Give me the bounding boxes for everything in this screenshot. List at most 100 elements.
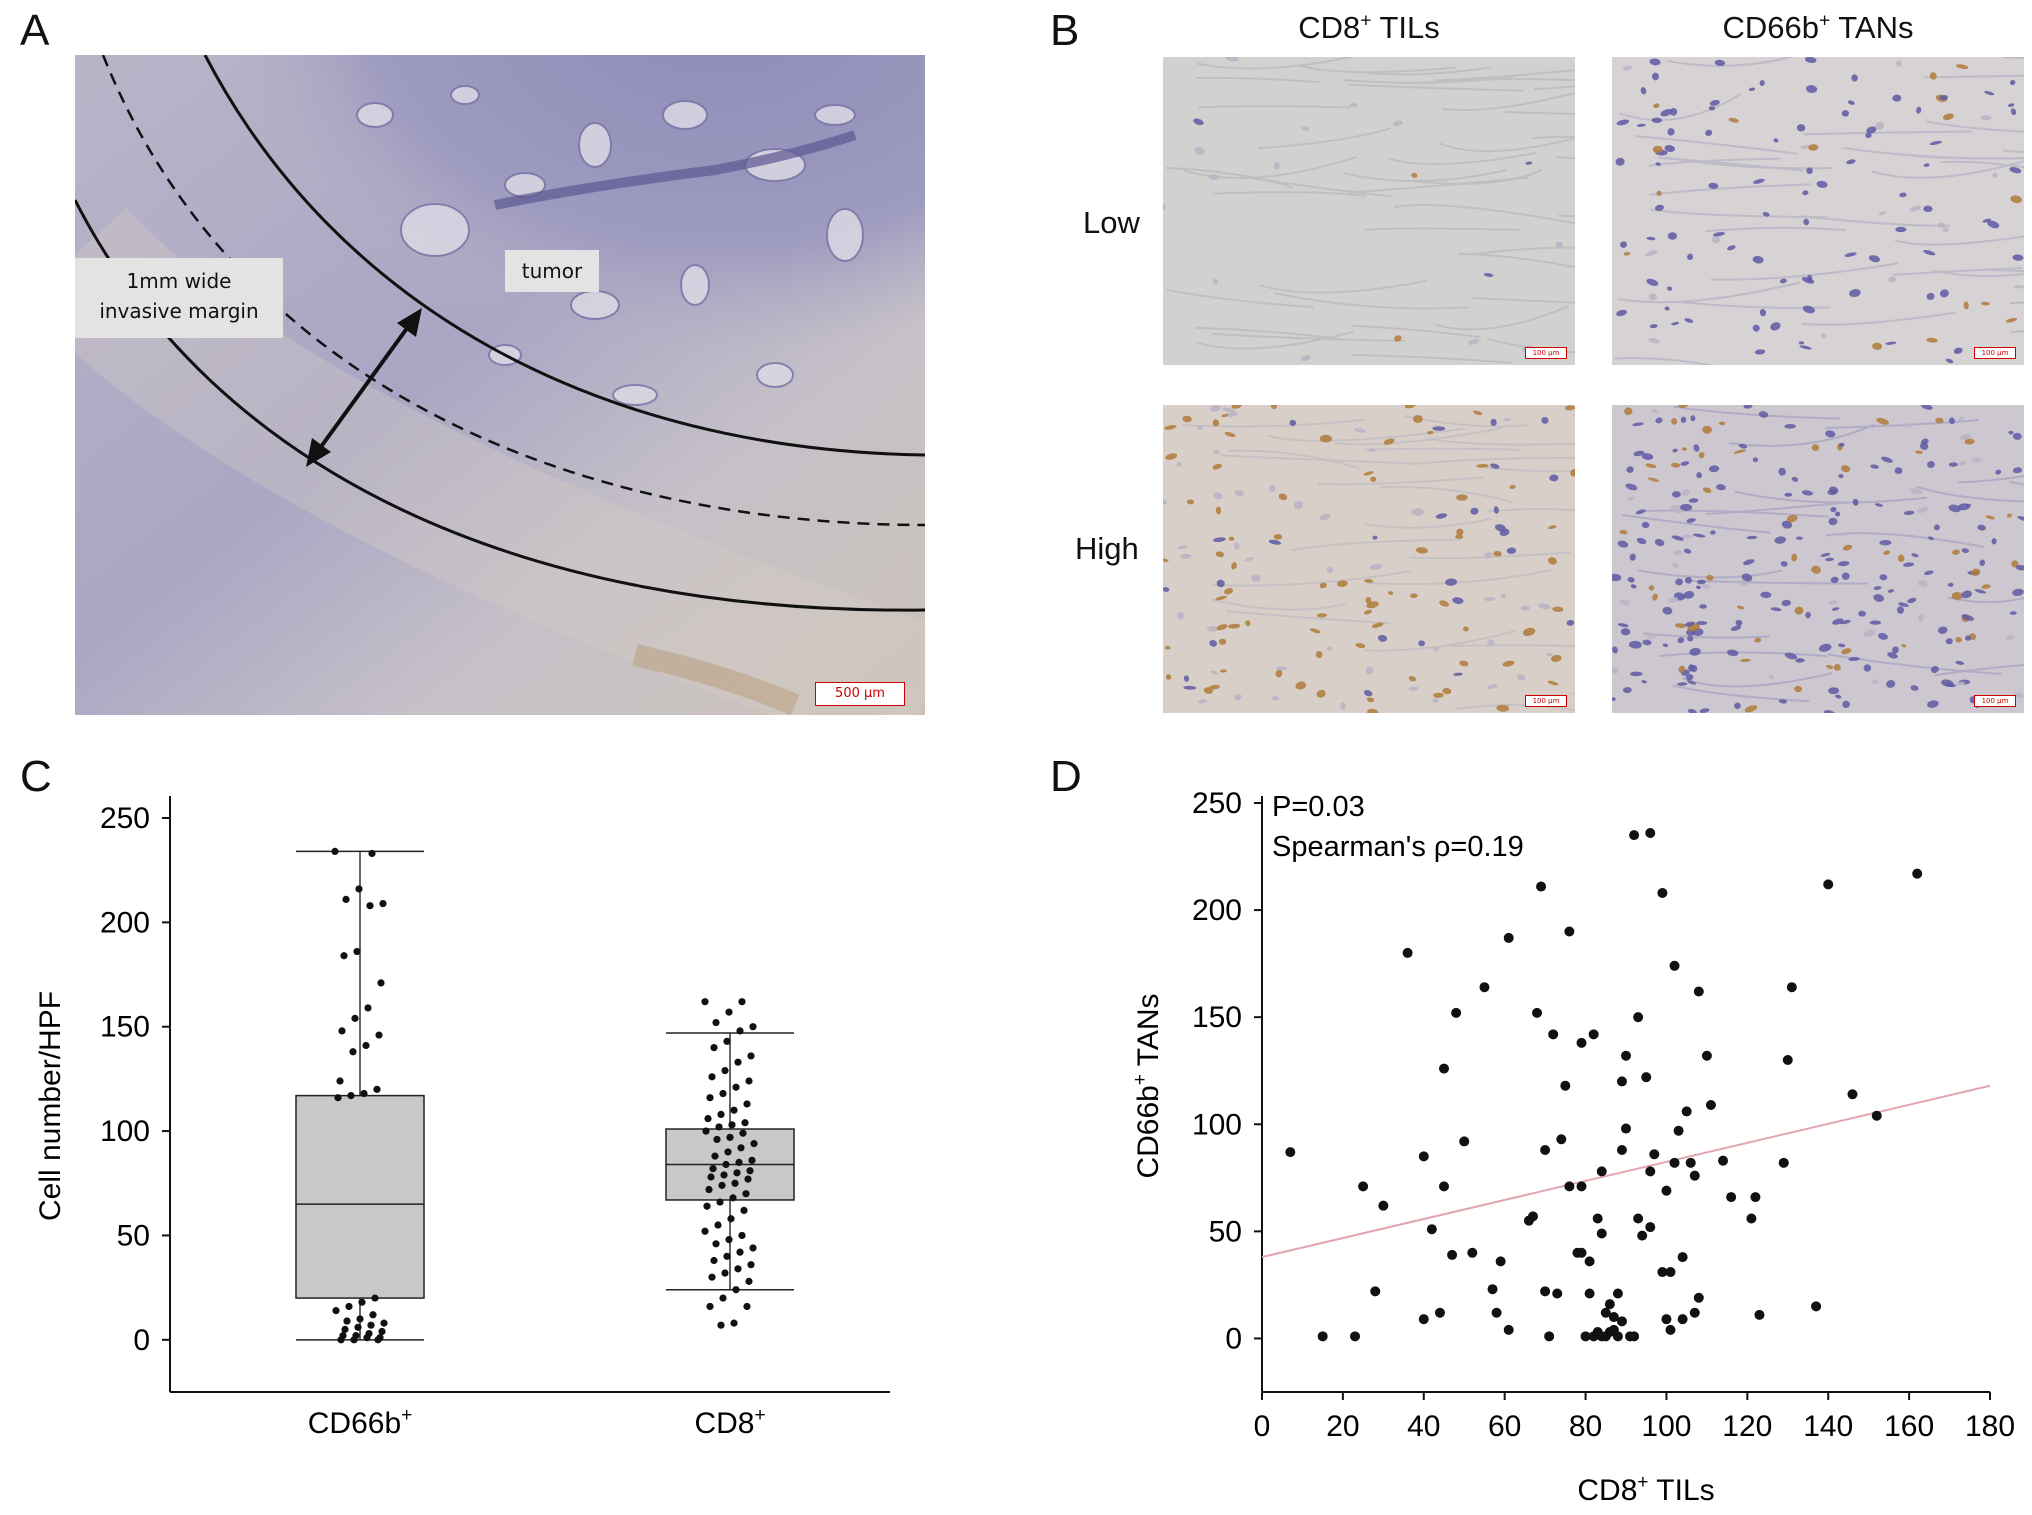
scale-bar-b3: 100 μm: [1525, 695, 1567, 707]
scatter-point: [1350, 1331, 1361, 1342]
row-header-low: Low: [1083, 205, 1140, 240]
boxplot-point: [702, 1127, 710, 1135]
boxplot-point: [746, 1167, 754, 1175]
boxplot-point: [340, 952, 348, 960]
boxplot-point: [727, 1215, 735, 1223]
boxplot-point: [706, 1302, 714, 1311]
boxplot-point: [351, 1014, 359, 1022]
boxplot-point: [719, 1089, 727, 1098]
col-header-cd66b: CD66b+ TANs: [1612, 10, 2024, 46]
boxplot-point: [721, 1066, 729, 1075]
scatter-point: [1689, 1170, 1700, 1181]
boxplot-x-label-cd66b-main: CD66b: [308, 1407, 401, 1440]
boxplot-point: [747, 1052, 755, 1060]
scatter-point: [1576, 1181, 1587, 1192]
boxplot-point: [703, 1202, 711, 1210]
scatter-x-tick-label: 140: [1803, 1410, 1853, 1443]
boxplot-point: [337, 1336, 345, 1344]
boxplot-point: [715, 1123, 723, 1131]
scatter-point: [1439, 1063, 1449, 1074]
boxplot-point: [704, 1114, 712, 1123]
scatter-point: [1317, 1331, 1328, 1342]
scatter-point: [1592, 1213, 1603, 1224]
boxplot-point: [360, 1089, 368, 1098]
scatter-x-label-main: CD8: [1577, 1474, 1637, 1507]
boxplot-point: [737, 1144, 745, 1152]
scatter-point: [1479, 982, 1490, 993]
scatter-point: [1811, 1301, 1822, 1312]
panel-d-scatter: 0 50 100 150 200 250 0 20 40 60 80 100 120 140 160 180…: [1130, 787, 2015, 1507]
scatter-x-tick-label: 120: [1722, 1410, 1772, 1443]
boxplot-point: [742, 1190, 750, 1198]
micrograph-cd8-high-image: [1163, 405, 1575, 713]
boxplot-point: [347, 1092, 355, 1100]
scatter-point: [1439, 1181, 1449, 1192]
boxplot-point: [336, 1077, 344, 1085]
scatter-point: [1629, 830, 1640, 841]
scatter-point: [1616, 1144, 1627, 1155]
scatter-x-tick-label: 80: [1569, 1410, 1602, 1443]
boxplot-point: [343, 1317, 351, 1325]
boxplot-x-label-cd66b: CD66b+: [308, 1405, 413, 1440]
scatter-point: [1673, 1125, 1684, 1136]
boxplot-point: [730, 1106, 738, 1114]
scatter-point: [1540, 1144, 1551, 1155]
boxplot-y-tick-label: 100: [100, 1115, 150, 1148]
scatter-point: [1641, 1072, 1652, 1083]
scatter-point: [1629, 1331, 1640, 1342]
scatter-x-label: CD8+ TILs: [1577, 1472, 1714, 1507]
scatter-point: [1608, 1312, 1619, 1323]
boxplot-point: [332, 1306, 340, 1315]
scatter-point: [1669, 960, 1680, 971]
scatter-point: [1657, 1267, 1668, 1278]
scatter-y-tick-label: 150: [1192, 1001, 1242, 1034]
boxplot-point: [341, 1325, 349, 1333]
boxplot-point: [734, 1058, 742, 1066]
boxplot-point: [740, 1206, 748, 1215]
scatter-point: [1665, 1267, 1676, 1278]
scatter-y-tick-label: 200: [1192, 894, 1242, 927]
scatter-point: [1532, 1007, 1543, 1018]
scatter-x-tick-label: 20: [1326, 1410, 1359, 1443]
scatter-point: [1564, 926, 1575, 937]
scatter-point: [1370, 1286, 1381, 1297]
micrograph-cd66b-low: 100 μm: [1612, 57, 2024, 365]
boxplot-x-label-cd8-sup: +: [754, 1405, 765, 1426]
scatter-y-label-tail: TANs: [1132, 993, 1165, 1074]
boxplot-y-tick-label: 250: [100, 802, 150, 835]
scatter-point: [1645, 827, 1656, 838]
boxplot-point: [368, 849, 376, 858]
invasive-margin-label: 1mm wide invasive margin: [75, 258, 283, 338]
boxplot-point: [379, 899, 387, 908]
boxplot-point: [375, 1031, 383, 1039]
boxplot-y-tick-label: 0: [133, 1324, 150, 1357]
scatter-x-tick-label: 60: [1488, 1410, 1521, 1443]
boxplot-point: [369, 1311, 377, 1319]
boxplot-point: [364, 1004, 372, 1012]
boxplot-x-label-cd8: CD8+: [694, 1405, 765, 1440]
scatter-point: [1527, 1211, 1538, 1222]
scatter-x-label-tail: TILs: [1648, 1474, 1714, 1507]
boxplot-point: [718, 1181, 726, 1189]
boxplot-point: [744, 1175, 752, 1183]
scatter-point: [1459, 1136, 1470, 1147]
scatter-point: [1503, 1324, 1514, 1335]
scatter-point: [1556, 1134, 1567, 1145]
boxplot-point: [714, 1221, 722, 1229]
scatter-point: [1689, 1307, 1700, 1318]
scale-bar-b1: 100 μm: [1525, 347, 1567, 359]
boxplot-point: [353, 947, 361, 956]
micrograph-cd8-high: 100 μm: [1163, 405, 1575, 713]
micrograph-cd66b-low-image: [1612, 57, 2024, 365]
scatter-point: [1358, 1181, 1369, 1192]
scatter-point: [1621, 1050, 1631, 1061]
scatter-point: [1600, 1307, 1611, 1318]
scatter-point: [1677, 1252, 1688, 1263]
boxplot-point: [724, 1148, 732, 1156]
boxplot-point: [701, 998, 709, 1006]
boxplot-point: [711, 1152, 719, 1160]
panel-a-tissue-image: [75, 55, 925, 715]
boxplot-point: [710, 1256, 718, 1265]
scatter-point: [1726, 1192, 1737, 1203]
scatter-y-tick-label: 250: [1192, 787, 1242, 820]
